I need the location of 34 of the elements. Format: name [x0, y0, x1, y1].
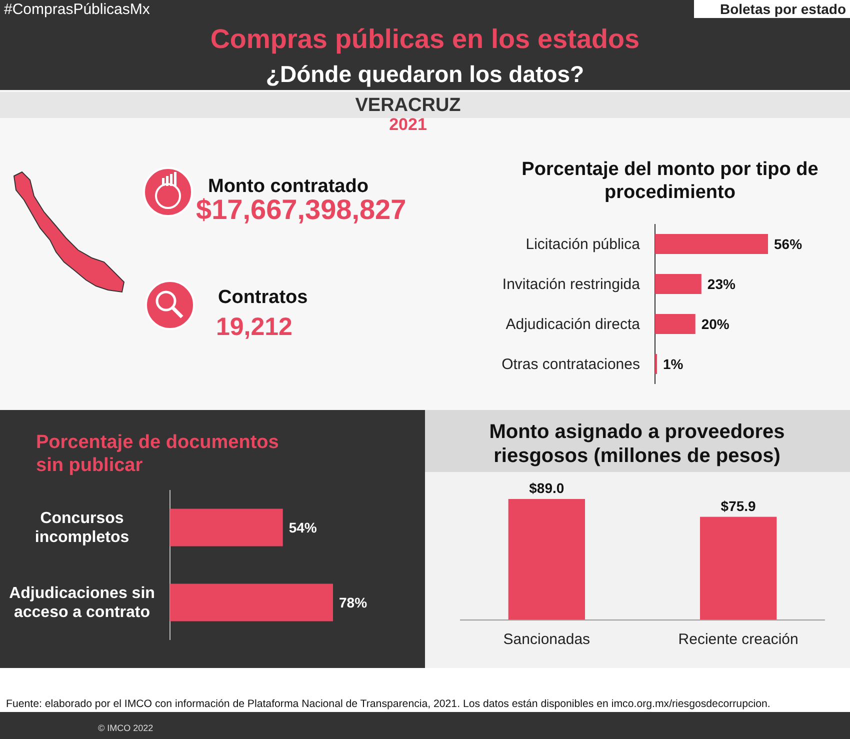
text: #ComprasPúblicasMx: [4, 1, 150, 18]
chart-title: Porcentaje del monto por tipo de procedimiento: [522, 159, 818, 203]
text: Boletas por estado: [720, 1, 846, 17]
bar: [655, 234, 768, 254]
y-tick-label: Invitación restringida: [502, 276, 641, 293]
data-label: 23%: [707, 276, 736, 292]
text: Compras públicas en los estados: [210, 24, 640, 54]
x-tick-label: Sancionadas: [503, 631, 590, 648]
data-label: 78%: [339, 594, 368, 610]
text: 2021: [389, 115, 427, 134]
chart-title: Porcentaje de documentos sin publicar: [36, 432, 279, 476]
data-label: 20%: [701, 316, 730, 332]
y-tick-label: Adjudicación directa: [506, 316, 641, 333]
text: Monto contratado: [208, 176, 368, 197]
chart-title: Monto asignado a proveedores riesgosos (millones de pesos): [489, 421, 785, 467]
bar: [655, 274, 702, 294]
y-tick-label: Otras contrataciones: [502, 356, 640, 373]
x-tick-label: Reciente creación: [678, 631, 798, 648]
text: ¿Dónde quedaron los datos?: [266, 61, 584, 87]
y-tick-label: Adjudicaciones sin acceso a contrato: [9, 584, 155, 622]
text: $17,667,398,827: [196, 194, 406, 225]
data-label: 56%: [774, 236, 803, 252]
data-label: 54%: [288, 520, 318, 536]
data-label: $75.9: [720, 498, 756, 514]
text: © IMCO 2022: [98, 723, 154, 733]
text: 19,212: [216, 313, 292, 341]
text: Contratos: [218, 287, 308, 308]
data-label: 1%: [663, 356, 684, 372]
y-tick-label: Licitación pública: [526, 236, 641, 253]
bar: [655, 314, 696, 334]
source-note: Fuente: elaborado por el IMCO con información de Plataforma Nacional de Transparencia, 2021. Los datos están disponibles en imco.org.mx/riesgosdecorrupcion.: [6, 698, 770, 710]
y-tick-label: Concursos incompletos: [34, 510, 130, 546]
text: VERACRUZ: [355, 95, 462, 116]
data-label: $89.0: [529, 480, 564, 496]
